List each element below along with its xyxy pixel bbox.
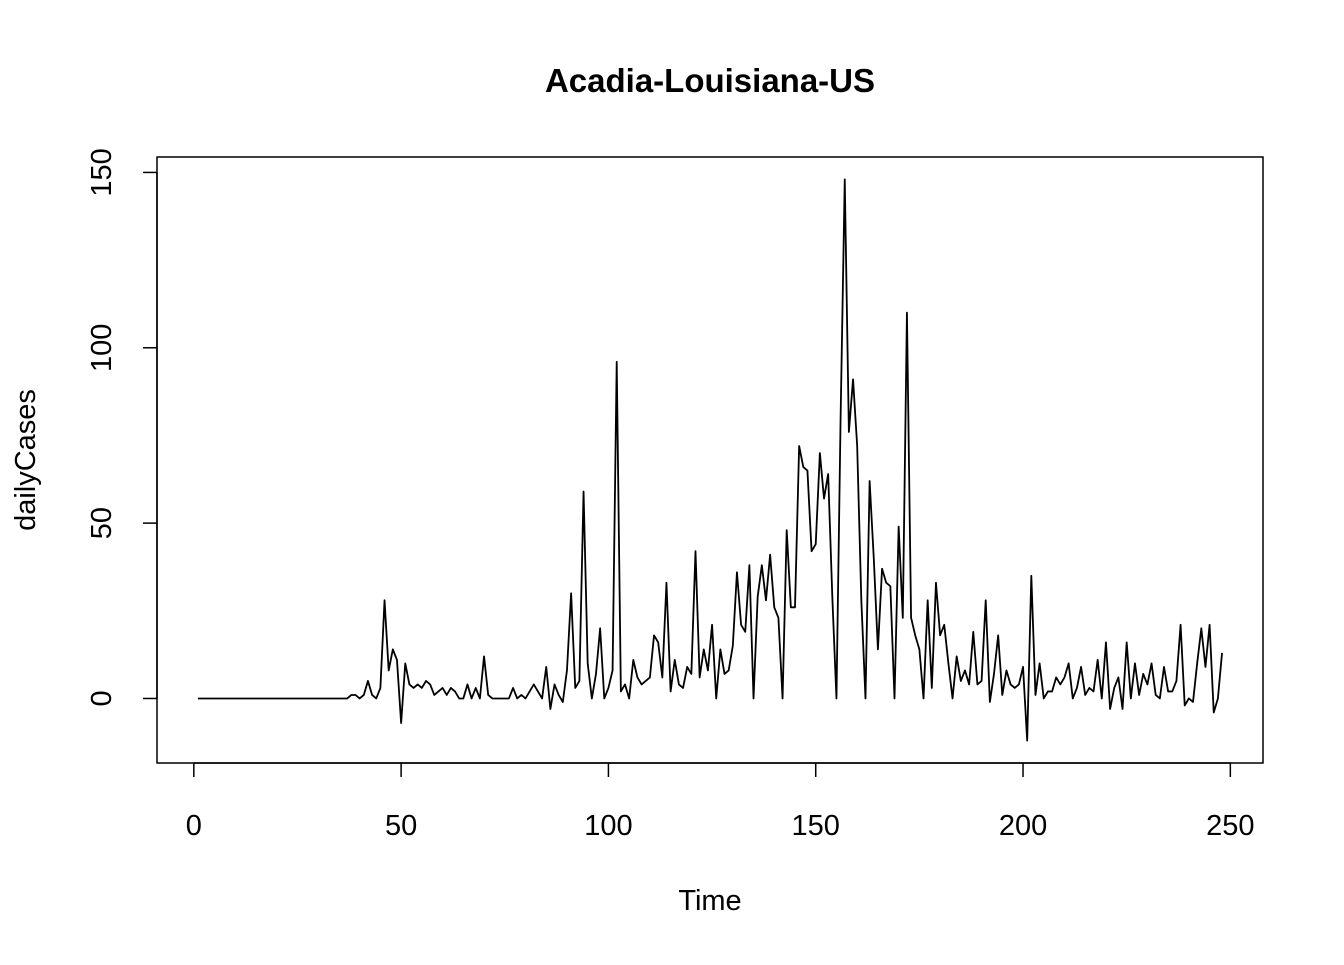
y-tick-label: 50	[86, 507, 118, 539]
x-tick-label: 150	[792, 810, 840, 842]
data-line	[197, 178, 1223, 742]
y-tick-label: 0	[86, 690, 118, 706]
chart-title: Acadia-Louisiana-US	[545, 62, 875, 99]
x-tick-label: 0	[186, 810, 202, 842]
x-tick-label: 100	[584, 810, 632, 842]
y-tick-label: 100	[86, 324, 118, 372]
y-tick-label: 150	[86, 148, 118, 196]
y-axis-label: dailyCases	[10, 389, 42, 531]
x-tick-label: 50	[385, 810, 417, 842]
x-tick-label: 250	[1206, 810, 1254, 842]
x-axis-label: Time	[678, 885, 741, 917]
x-tick-label: 200	[999, 810, 1047, 842]
